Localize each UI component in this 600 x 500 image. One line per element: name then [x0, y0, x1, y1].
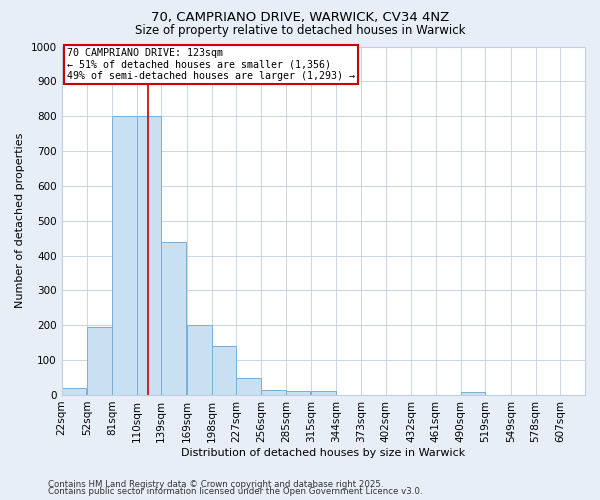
- Bar: [212, 346, 236, 395]
- Bar: [161, 242, 186, 395]
- Bar: [62, 388, 86, 395]
- Bar: [137, 116, 161, 395]
- Bar: [311, 392, 336, 395]
- X-axis label: Distribution of detached houses by size in Warwick: Distribution of detached houses by size …: [181, 448, 466, 458]
- Text: Size of property relative to detached houses in Warwick: Size of property relative to detached ho…: [135, 24, 465, 37]
- Bar: [461, 392, 485, 395]
- Bar: [112, 116, 137, 395]
- Bar: [236, 378, 261, 395]
- Y-axis label: Number of detached properties: Number of detached properties: [15, 133, 25, 308]
- Bar: [187, 326, 212, 395]
- Bar: [87, 327, 112, 395]
- Bar: [286, 392, 310, 395]
- Bar: [261, 390, 286, 395]
- Text: 70, CAMPRIANO DRIVE, WARWICK, CV34 4NZ: 70, CAMPRIANO DRIVE, WARWICK, CV34 4NZ: [151, 11, 449, 24]
- Text: Contains public sector information licensed under the Open Government Licence v3: Contains public sector information licen…: [48, 488, 422, 496]
- Text: Contains HM Land Registry data © Crown copyright and database right 2025.: Contains HM Land Registry data © Crown c…: [48, 480, 383, 489]
- Text: 70 CAMPRIANO DRIVE: 123sqm
← 51% of detached houses are smaller (1,356)
49% of s: 70 CAMPRIANO DRIVE: 123sqm ← 51% of deta…: [67, 48, 355, 82]
